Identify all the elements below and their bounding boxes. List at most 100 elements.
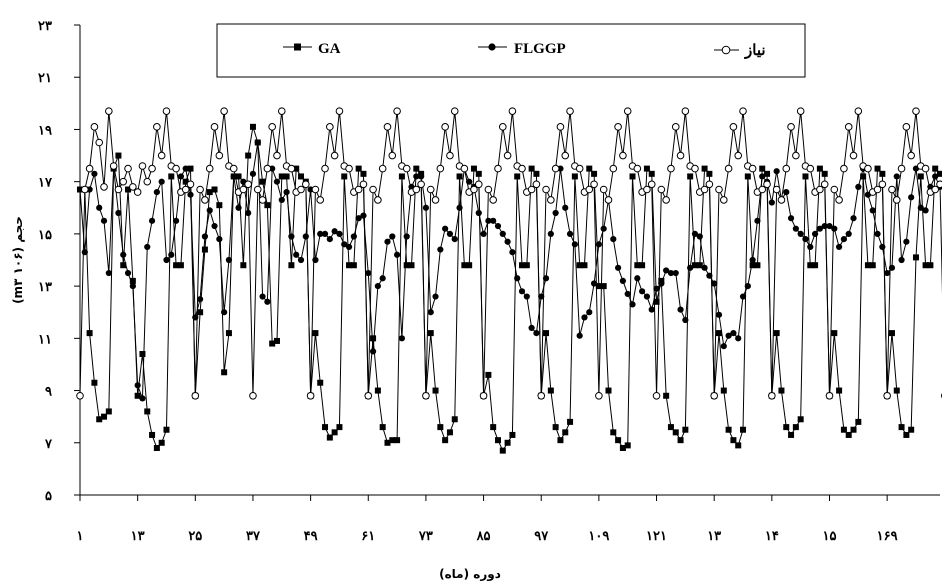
data-point-demand (849, 151, 858, 160)
data-point-ga (413, 165, 420, 172)
data-point-flggp (730, 330, 737, 337)
data-point-ga (735, 442, 742, 449)
data-point-ga (576, 262, 583, 269)
data-point-ga (216, 202, 223, 209)
data-point-flggp (701, 264, 708, 271)
y-tick-label: ۱۳ (38, 280, 52, 295)
data-point-flggp (518, 288, 526, 295)
data-point-flggp (672, 269, 679, 277)
data-point-ga (221, 369, 228, 376)
x-tick-label: ۹۷ (534, 529, 549, 544)
data-point-flggp (610, 236, 617, 243)
x-tick-label: ۲۵ (188, 529, 202, 544)
data-point-ga (504, 439, 511, 446)
data-point-ga (812, 262, 819, 269)
data-point-ga (610, 429, 617, 436)
data-point-demand (873, 185, 882, 194)
legend-label-demand: نیاز (744, 43, 766, 59)
data-point-ga (427, 330, 434, 337)
legend-marker-ga (294, 43, 301, 51)
data-point-flggp (533, 330, 540, 337)
data-point-demand (489, 196, 497, 204)
data-point-demand (936, 180, 942, 189)
x-axis-title: دوره (ماه) (439, 567, 501, 582)
data-point-demand (138, 162, 147, 170)
data-point-ga (557, 437, 564, 444)
data-point-flggp (427, 309, 434, 316)
data-point-ga (298, 173, 305, 180)
legend-item-ga: GA (283, 41, 341, 57)
data-point-demand (691, 164, 699, 173)
data-point-ga (792, 424, 799, 431)
data-point-flggp (355, 215, 362, 222)
data-point-demand (902, 123, 911, 131)
data-point-ga (331, 429, 338, 436)
data-point-demand (503, 151, 512, 160)
data-point-flggp (96, 204, 103, 211)
data-point-ga (533, 170, 540, 177)
series-layer (76, 107, 942, 454)
data-point-flggp (687, 264, 694, 271)
data-point-flggp (826, 222, 833, 230)
data-point-ga (350, 262, 357, 269)
data-point-ga (879, 170, 886, 177)
data-point-flggp (393, 251, 401, 258)
data-point-ga (720, 387, 727, 394)
data-point-demand (623, 107, 632, 115)
data-point-demand (263, 164, 272, 173)
data-point-flggp (811, 230, 819, 237)
data-point-flggp (759, 173, 766, 180)
data-point-flggp (658, 280, 665, 287)
data-point-ga (91, 379, 98, 386)
legend-marker-demand (721, 45, 731, 55)
data-point-demand (412, 185, 421, 194)
data-point-flggp (749, 256, 756, 264)
data-point-demand (830, 185, 839, 194)
data-point-demand (210, 123, 219, 131)
data-point-demand (494, 164, 502, 173)
data-point-ga (836, 387, 843, 394)
data-point-ga (168, 173, 175, 180)
data-point-demand (249, 391, 257, 400)
data-point-demand (470, 185, 478, 194)
data-point-ga (403, 262, 410, 269)
y-tick-label: ۱۷ (38, 176, 53, 191)
data-point-flggp (571, 241, 578, 248)
data-point-flggp (917, 204, 924, 211)
data-point-flggp (365, 269, 372, 277)
data-point-demand (148, 164, 156, 173)
data-point-flggp (254, 139, 261, 146)
data-point-ga (336, 424, 343, 431)
data-point-ga (398, 173, 405, 180)
data-point-flggp (581, 314, 588, 321)
data-point-ga (864, 262, 871, 269)
data-point-demand (835, 196, 843, 204)
data-point-flggp (278, 196, 285, 204)
series-ga (77, 123, 942, 454)
data-point-demand (143, 177, 152, 186)
data-point-ga (158, 439, 165, 446)
data-point-demand (393, 107, 401, 115)
data-point-flggp (485, 217, 492, 224)
data-point-ga (288, 262, 295, 269)
data-point-demand (715, 185, 723, 194)
data-point-demand (119, 177, 128, 186)
data-point-ga (125, 186, 132, 193)
data-point-ga (389, 437, 396, 444)
data-point-ga (197, 309, 204, 316)
series-line-flggp (79, 142, 941, 399)
data-point-ga (917, 173, 924, 180)
data-point-ga (235, 173, 242, 180)
data-point-demand (566, 107, 574, 115)
data-point-ga (120, 262, 127, 269)
data-point-flggp (437, 246, 444, 253)
data-point-flggp (235, 204, 242, 211)
data-point-flggp (639, 288, 646, 295)
data-point-flggp (153, 189, 160, 196)
data-point-ga (259, 178, 266, 185)
data-point-demand (806, 164, 815, 173)
data-point-demand (436, 164, 445, 173)
data-point-ga (888, 330, 895, 337)
data-point-flggp (480, 230, 487, 237)
